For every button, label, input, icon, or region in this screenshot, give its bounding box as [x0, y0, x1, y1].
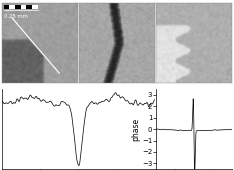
Bar	[9, 5, 15, 9]
Y-axis label: amplitude (a.u.): amplitude (a.u.)	[0, 98, 1, 160]
Bar	[15, 5, 21, 9]
Text: 0.25 mm: 0.25 mm	[4, 14, 28, 19]
Bar	[21, 5, 26, 9]
Y-axis label: phase: phase	[132, 117, 140, 141]
Bar	[4, 5, 9, 9]
Bar	[26, 5, 32, 9]
Bar	[32, 5, 38, 9]
